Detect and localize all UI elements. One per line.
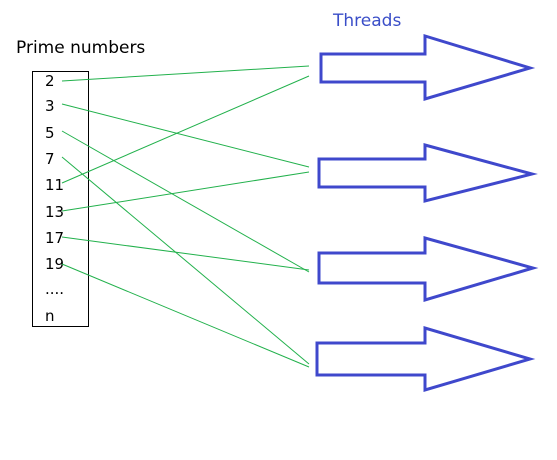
connection-5-thread-3: [61, 130, 310, 273]
connection-19-thread-4: [61, 263, 310, 368]
prime-item-11: 11: [45, 176, 65, 194]
connection-7-thread-4: [61, 156, 310, 365]
thread-arrow-1: [319, 33, 536, 102]
prime-item-17: 17: [45, 229, 65, 247]
thread-arrow-2: [317, 143, 538, 203]
connection-2-thread-1: [61, 65, 310, 82]
thread-arrow-4: [315, 325, 536, 393]
prime-list-box: [32, 71, 89, 327]
threads-title: Threads: [333, 11, 402, 31]
connection-3-thread-2: [61, 103, 310, 168]
prime-item-19: 19: [45, 255, 65, 273]
connection-13-thread-2: [61, 171, 310, 212]
prime-item-ellipsis: ....: [45, 280, 65, 298]
prime-item-n: n: [45, 307, 55, 325]
prime-item-5: 5: [45, 124, 55, 142]
prime-item-3: 3: [45, 97, 55, 115]
prime-item-2: 2: [45, 72, 55, 90]
connection-17-thread-3: [61, 236, 310, 271]
prime-item-13: 13: [45, 203, 65, 221]
connection-11-thread-1: [61, 75, 310, 184]
thread-arrow-3: [317, 236, 539, 303]
prime-numbers-title: Prime numbers: [16, 38, 146, 58]
prime-item-7: 7: [45, 150, 55, 168]
